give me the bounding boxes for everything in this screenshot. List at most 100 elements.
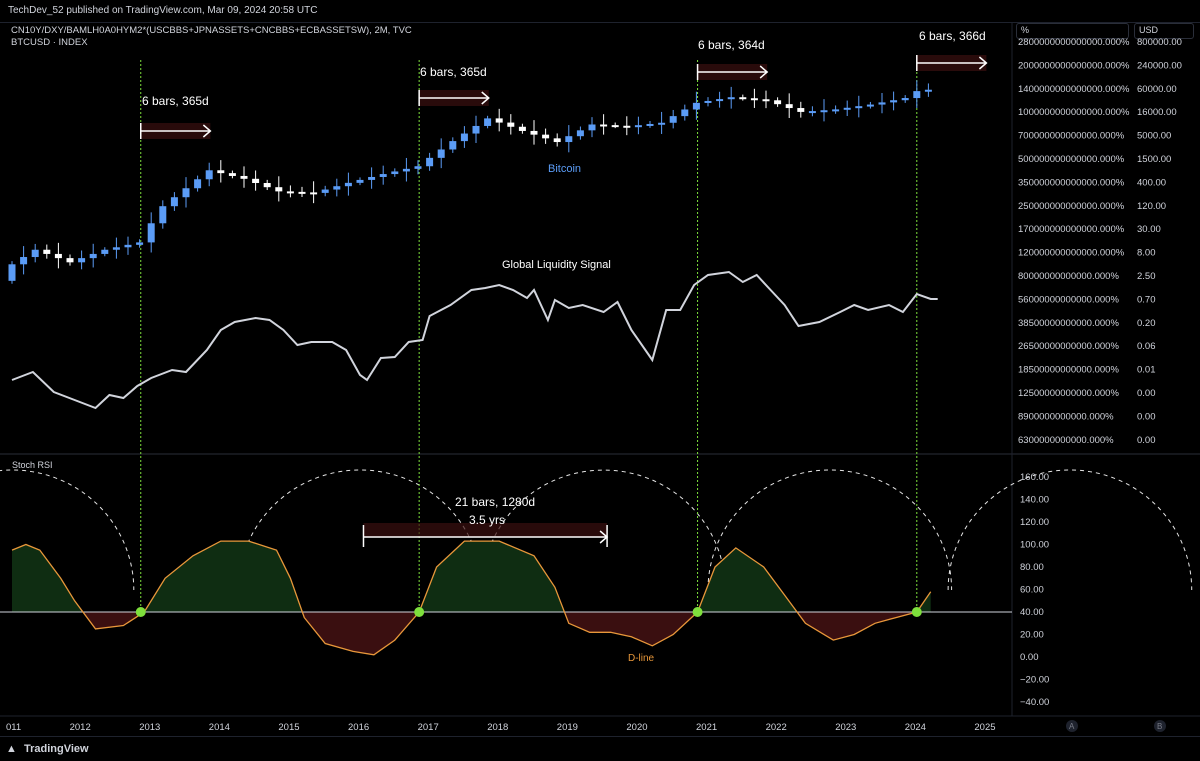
candle-body xyxy=(321,189,329,193)
candle-body xyxy=(785,104,793,109)
candle-body xyxy=(286,191,294,194)
measure-annotations xyxy=(140,55,988,547)
candle-body xyxy=(66,258,74,263)
x-tick-label: 2014 xyxy=(209,722,230,733)
candle-body xyxy=(194,179,202,189)
x-tick-label: 2025 xyxy=(974,722,995,733)
bitcoin-candles xyxy=(8,80,932,284)
candle-body xyxy=(774,100,782,105)
axis-labels: 011 2012 2013 2014 2015 2016 2017 2018 2019 2020 2… xyxy=(6,37,1182,733)
candle-body xyxy=(750,98,758,101)
candle-body xyxy=(855,106,863,109)
candle-body xyxy=(808,111,816,114)
candle-body xyxy=(843,107,851,110)
candle-body xyxy=(832,109,840,112)
candle-body xyxy=(472,125,480,134)
rsi-tick-label: −40.00 xyxy=(1020,697,1049,708)
candle-body xyxy=(901,98,909,101)
x-tick-label: 2012 xyxy=(70,722,91,733)
price-tick-label: 0.20 xyxy=(1137,318,1156,329)
symbol-title: CN10Y/DXY/BAMLH0A0HYM2*(USCBBS+JPNASSETS… xyxy=(11,25,412,36)
candle-body xyxy=(565,136,573,143)
rsi-tick-label: 0.00 xyxy=(1020,652,1039,663)
cycle4-label: 6 bars, 366d xyxy=(919,29,986,43)
candle-body xyxy=(170,197,178,207)
candle-body xyxy=(646,123,654,126)
x-tick-label: 2019 xyxy=(557,722,578,733)
x-tick-label: 2024 xyxy=(905,722,926,733)
candle-body xyxy=(681,109,689,117)
price-tick-label: 0.00 xyxy=(1137,388,1156,399)
candle-body xyxy=(530,130,538,135)
candle-body xyxy=(507,122,515,127)
x-tick-label: 2022 xyxy=(766,722,787,733)
x-tick-label: 2021 xyxy=(696,722,717,733)
tradingview-brand: TradingView xyxy=(24,743,89,755)
chart-canvas[interactable]: 011 2012 2013 2014 2015 2016 2017 2018 2019 2020 2… xyxy=(0,0,1200,736)
candle-body xyxy=(484,118,492,126)
candle-body xyxy=(43,249,51,254)
price-tick-label: 0.70 xyxy=(1137,294,1156,305)
percent-tick-label: 18500000000000.000% xyxy=(1018,365,1119,376)
x-tick-label: 2017 xyxy=(418,722,439,733)
cycle-arc xyxy=(707,469,953,591)
candle-body xyxy=(692,102,700,110)
candle-body xyxy=(623,125,631,128)
percent-tick-label: 250000000000000.000% xyxy=(1018,201,1125,212)
candle-body xyxy=(402,168,410,172)
badge-b-text: B xyxy=(1157,722,1162,731)
rsi-tick-label: 60.00 xyxy=(1020,585,1044,596)
tradingview-logo-icon: ▲ xyxy=(6,743,17,755)
signal-dot xyxy=(414,607,425,617)
price-tick-label: 1500.00 xyxy=(1137,154,1171,165)
candle-body xyxy=(112,247,120,250)
candle-body xyxy=(495,118,503,123)
rsi-tick-label: 100.00 xyxy=(1020,540,1049,551)
candle-body xyxy=(797,108,805,112)
candle-body xyxy=(263,182,271,188)
rsi-tick-label: 120.00 xyxy=(1020,517,1049,528)
global-liquidity-line xyxy=(11,270,938,410)
candle-body xyxy=(89,253,97,259)
badge-b-circle xyxy=(1154,720,1166,732)
candle-body xyxy=(8,264,16,281)
percent-tick-label: 12500000000000.000% xyxy=(1018,388,1119,399)
range-sublabel: 3.5 yrs xyxy=(469,513,505,527)
rsi-tick-label: 140.00 xyxy=(1020,495,1049,506)
signal-vertical-lines xyxy=(135,60,922,617)
candle-body xyxy=(78,258,86,263)
candle-body xyxy=(54,253,62,259)
signal-dot xyxy=(692,607,703,617)
candle-body xyxy=(518,126,526,131)
percent-tick-label: 26500000000000.000% xyxy=(1018,341,1119,352)
percent-tick-label: 500000000000000.000% xyxy=(1018,154,1125,165)
candle-body xyxy=(437,149,445,158)
candle-body xyxy=(553,138,561,143)
cycle-arc xyxy=(0,469,135,591)
candle-body xyxy=(460,133,468,142)
measure-arrowhead xyxy=(481,91,490,105)
candle-body xyxy=(379,174,387,177)
range-arrowhead xyxy=(599,530,609,544)
right-scale-label[interactable]: USD xyxy=(1134,23,1194,39)
badge-a-text: A xyxy=(1069,722,1075,731)
percent-tick-label: 1000000000000000.000% xyxy=(1018,107,1130,118)
candle-body xyxy=(588,124,596,131)
candle-body xyxy=(240,175,248,179)
rsi-tick-label: 160.00 xyxy=(1020,472,1049,483)
percent-tick-label: 700000000000000.000% xyxy=(1018,131,1125,142)
rsi-tick-label: −20.00 xyxy=(1020,675,1049,686)
candle-body xyxy=(576,130,584,137)
percent-tick-label: 120000000000000.000% xyxy=(1018,248,1125,259)
candle-body xyxy=(182,188,190,198)
candle-body xyxy=(866,104,874,107)
percent-tick-label: 56000000000000.000% xyxy=(1018,294,1119,305)
range-label: 21 bars, 1280d xyxy=(455,495,535,509)
candle-body xyxy=(31,249,39,258)
range-box xyxy=(363,523,608,537)
price-tick-label: 5000.00 xyxy=(1137,131,1171,142)
candle-body xyxy=(275,187,283,192)
price-tick-label: 16000.00 xyxy=(1137,107,1177,118)
percent-tick-label: 170000000000000.000% xyxy=(1018,224,1125,235)
left-scale-label[interactable]: % xyxy=(1016,23,1129,39)
